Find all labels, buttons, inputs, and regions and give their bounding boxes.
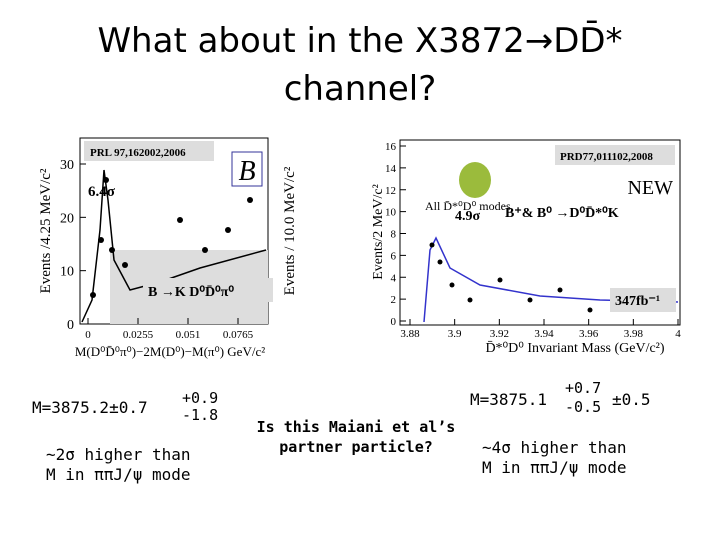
label-box	[555, 145, 675, 165]
y-tick-label: 4	[391, 272, 397, 284]
lower-error: -1.8	[182, 406, 218, 424]
x-tick-label: 4	[675, 328, 681, 340]
y-axis-label: Events /4.25 MeV/c²	[38, 168, 54, 293]
upper-error: +0.9	[182, 389, 218, 407]
x-axis-label: D̄*⁰D⁰ Invariant Mass (GeV/c²)	[485, 340, 664, 356]
y-tick-label: 0	[391, 316, 397, 328]
reference: PRD77,011102,2008	[560, 151, 653, 163]
y-tick-label: 6	[391, 250, 397, 262]
channel: B →K D⁰D̄⁰π⁰	[148, 285, 234, 300]
x-tick-label: 3.92	[490, 328, 509, 340]
luminosity: 347fb⁻¹	[615, 294, 660, 309]
y-tick-label: 2	[391, 294, 397, 306]
x-tick-label: 3.88	[400, 328, 420, 340]
y2-axis-label: Events / 10.0 MeV/c²	[282, 166, 298, 295]
significance: 6.4σ	[88, 184, 116, 200]
upper-error: +0.7	[565, 379, 601, 397]
systematic-error: ±0.5	[612, 390, 651, 409]
label-box	[610, 288, 676, 312]
x-tick-label: 0.051	[176, 329, 201, 341]
new-badge: NEW	[627, 177, 673, 199]
x-tick-label: 3.9	[448, 328, 462, 340]
logo-letter: B	[238, 156, 255, 187]
mass: M=3875.1	[470, 390, 547, 409]
y-axis-label: Events/2 MeV/c²	[371, 184, 386, 280]
mascot	[459, 162, 491, 198]
label-box	[84, 141, 214, 161]
fit-curve	[423, 236, 679, 323]
note: M in ππJ/ψ mode	[482, 458, 627, 477]
left-plot: PRL 97,162002,2006 B 6.4σ B →K D⁰D̄⁰π⁰ E…	[38, 137, 298, 359]
y-tick-label: 8	[391, 229, 397, 241]
title-line: What about in the X3872→DD̄*	[97, 20, 622, 61]
y-tick-label: 10	[60, 265, 74, 280]
x-axis-label: M(D⁰D̄⁰π⁰)−2M(D⁰)−M(π⁰) GeV/c²	[75, 344, 265, 359]
question: Is this Maiani et al’s	[257, 418, 456, 436]
y-tick-label: 20	[60, 211, 74, 226]
note: ~4σ higher than	[482, 438, 627, 457]
x-tick-label: 0.0765	[223, 329, 254, 341]
y-tick-label: 0	[67, 318, 74, 333]
y-tick-label: 14	[385, 163, 397, 175]
y-tick-label: 12	[385, 185, 396, 197]
x-tick-label: 3.98	[624, 328, 644, 340]
logo	[231, 151, 263, 187]
label-box	[143, 278, 273, 302]
x-tick-label: 3.94	[534, 328, 554, 340]
y-tick-label: 16	[385, 141, 397, 153]
x-tick-label: 3.96	[579, 328, 599, 340]
title-line: channel?	[284, 69, 437, 109]
significance: 4.9σ	[455, 209, 481, 224]
channel: B⁺& B⁰ →D⁰D̄*⁰K	[505, 206, 619, 221]
right-plot: PRD77,011102,2008 All D̄*⁰D⁰ modes NEW 4…	[371, 139, 681, 356]
note: M in ππJ/ψ mode	[46, 465, 191, 484]
note: ~2σ higher than	[46, 445, 191, 464]
question: partner particle?	[279, 438, 433, 456]
x-tick-label: 0	[85, 329, 91, 341]
mass: M=3875.2±0.7	[32, 398, 148, 417]
reference: PRL 97,162002,2006	[90, 147, 186, 159]
x-tick-label: 0.0255	[123, 329, 154, 341]
lower-error: -0.5	[565, 398, 601, 416]
modes: All D̄*⁰D⁰ modes	[425, 199, 511, 213]
y-tick-label: 10	[385, 207, 397, 219]
y-tick-label: 30	[60, 158, 74, 173]
fit-curve	[81, 169, 267, 323]
